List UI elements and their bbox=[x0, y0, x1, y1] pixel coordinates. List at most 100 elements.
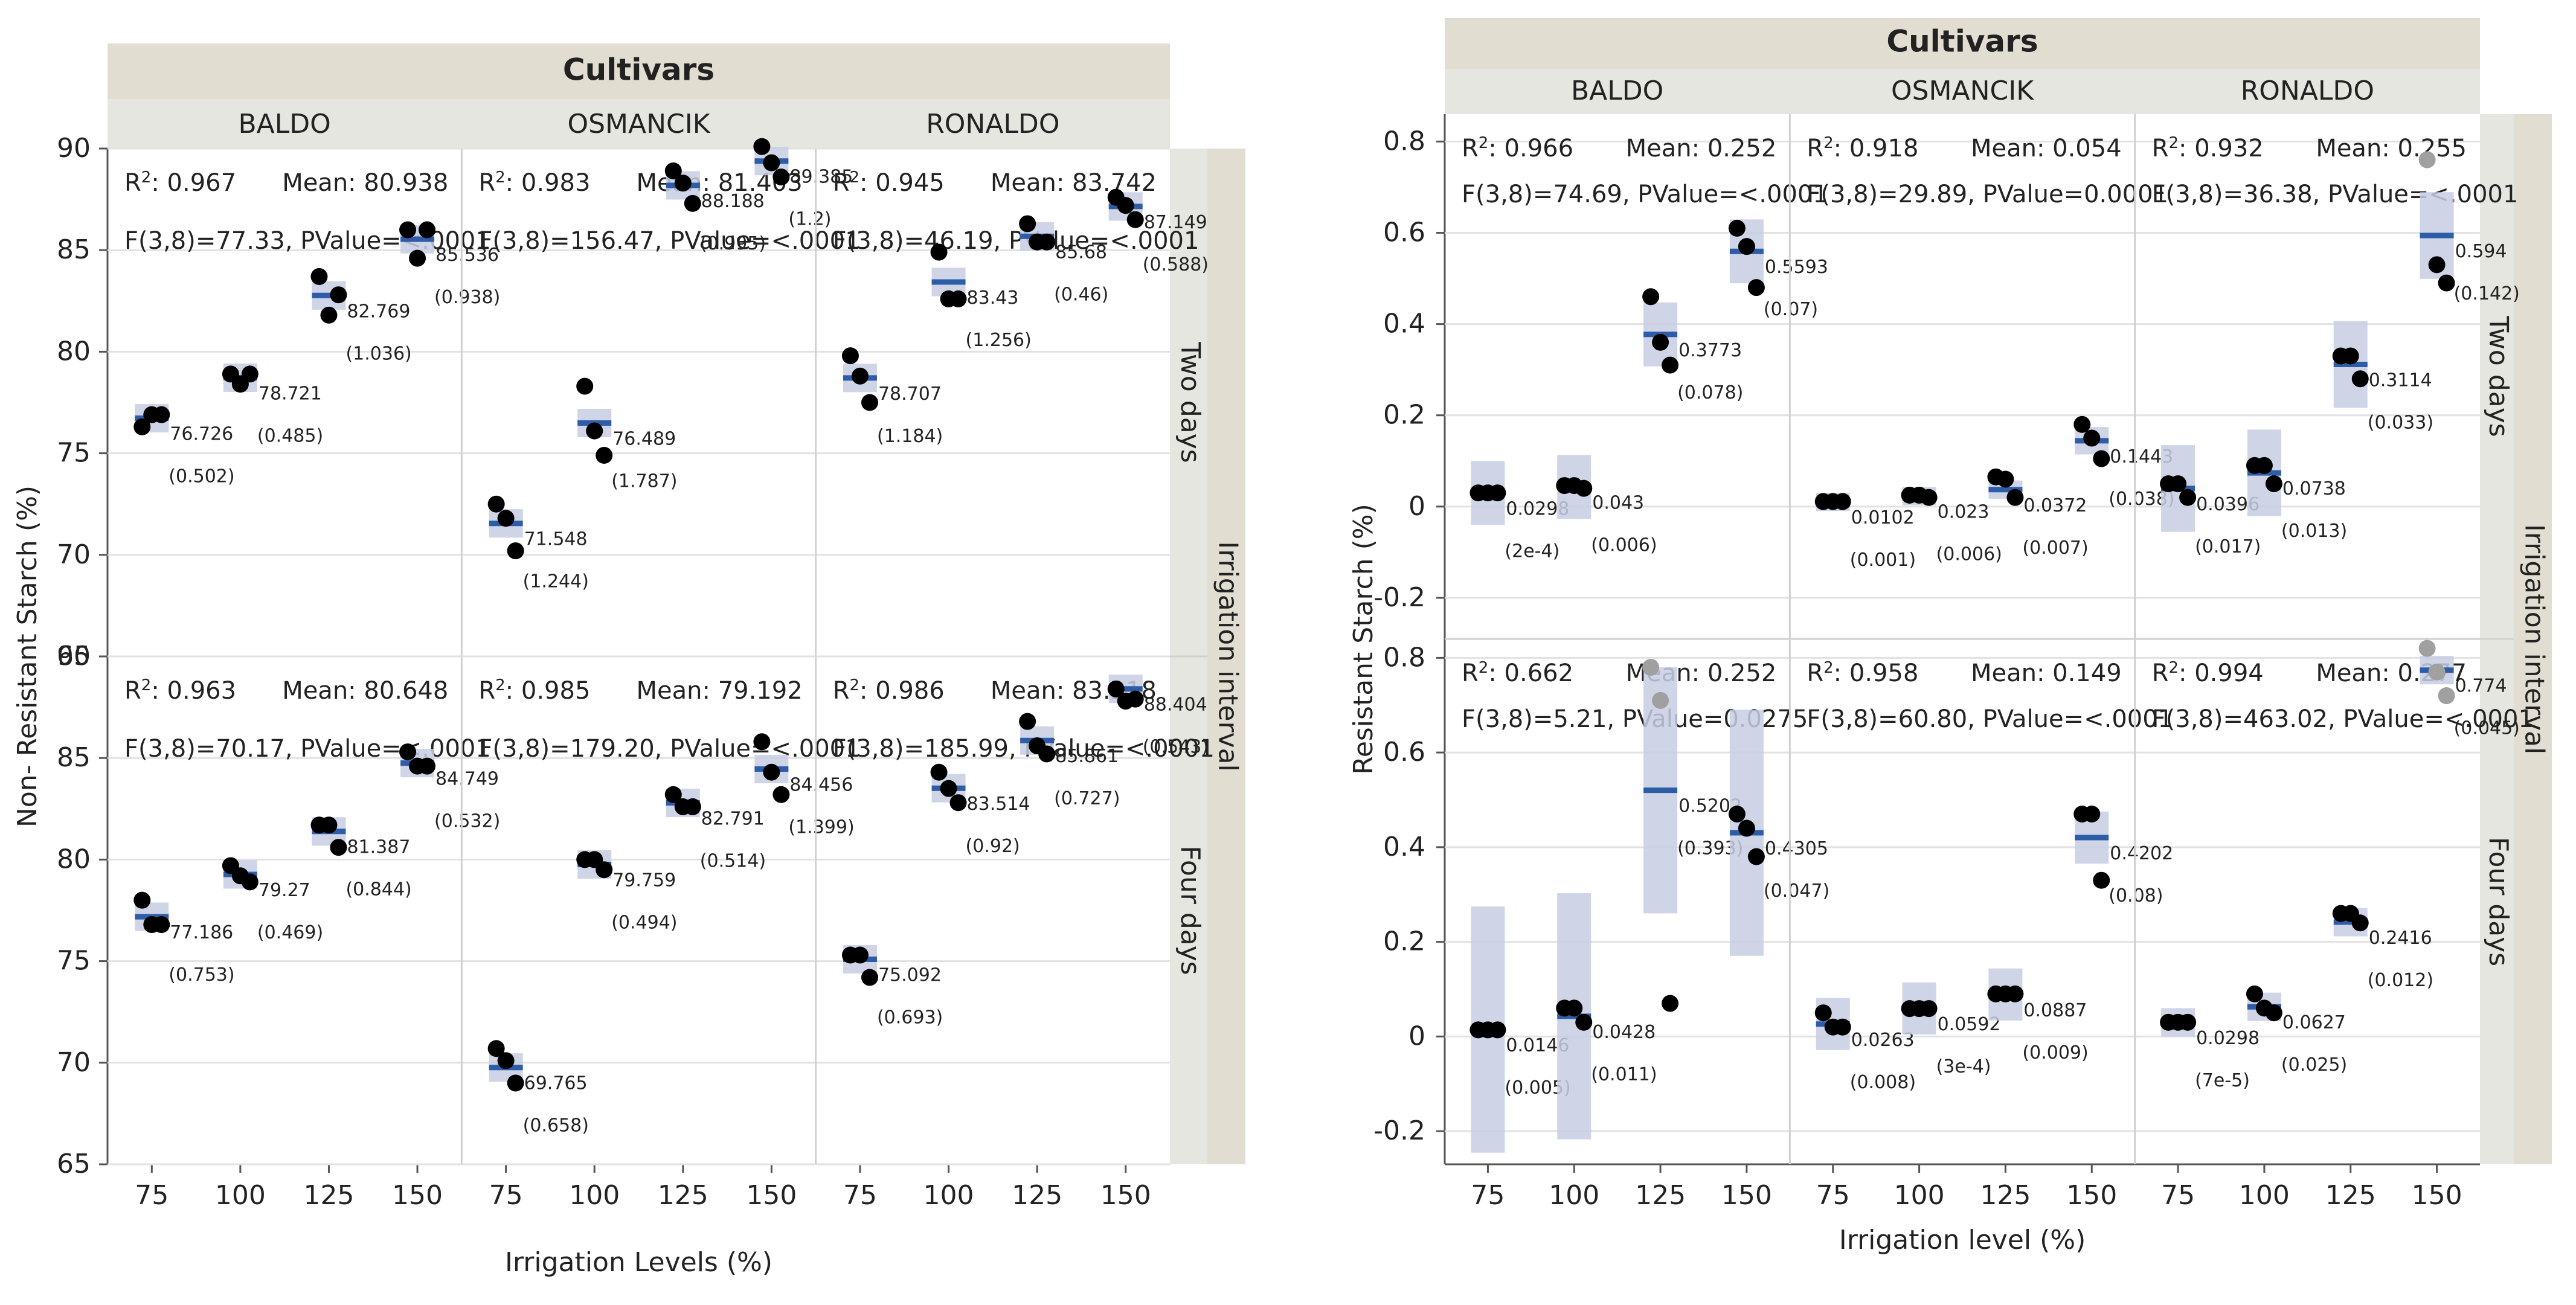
data-point bbox=[2265, 475, 2282, 493]
y-tick-label: -0.2 bbox=[1373, 582, 1425, 613]
data-point bbox=[1575, 479, 1593, 497]
mean-value-label: 82.791 bbox=[701, 809, 765, 830]
r2-suffix: : bbox=[2179, 659, 2194, 687]
data-point bbox=[1126, 211, 1144, 228]
r2-value: 0.983 bbox=[521, 169, 591, 197]
r2-value: 0.945 bbox=[875, 169, 945, 197]
se-label: (0.07) bbox=[1764, 299, 1818, 320]
data-point bbox=[153, 406, 170, 423]
se-label: (0.142) bbox=[2454, 283, 2520, 304]
se-label: (0.693) bbox=[877, 1007, 943, 1028]
data-point bbox=[664, 162, 682, 180]
interval-label-two: Two days bbox=[2483, 315, 2514, 437]
r2-sup: 2 bbox=[1479, 659, 1489, 677]
data-point bbox=[684, 798, 701, 815]
data-point bbox=[684, 194, 701, 212]
data-point bbox=[1038, 745, 1056, 763]
se-label: (2e-4) bbox=[1505, 540, 1559, 562]
se-label: (0.009) bbox=[2022, 1042, 2088, 1063]
x-tick-label: 75 bbox=[1816, 1180, 1850, 1211]
data-point bbox=[487, 1040, 505, 1057]
panel-r2: R2: 0.958 bbox=[1807, 659, 1918, 687]
data-point bbox=[763, 154, 780, 172]
r2-value: 0.967 bbox=[167, 169, 237, 197]
mean-value-label: 0.0887 bbox=[2023, 1000, 2087, 1021]
panel-ronaldo-two: R2: 0.945 Mean: 83.742 F(3,8)=46.19, PValu… bbox=[815, 149, 1209, 656]
data-point bbox=[596, 446, 613, 464]
y-tick-label: 70 bbox=[57, 1047, 91, 1078]
r2-sup: 2 bbox=[2168, 659, 2179, 677]
se-label: (0.502) bbox=[169, 466, 234, 487]
cultivar-label-baldo: BALDO bbox=[239, 109, 331, 139]
se-label: (0.727) bbox=[1054, 788, 1120, 809]
panel-f-stat: F(3,8)=70.17, PValue=<.0001 bbox=[124, 735, 491, 763]
mean-value-label: 84.456 bbox=[789, 775, 853, 796]
data-point bbox=[1575, 1013, 1593, 1031]
data-point bbox=[419, 757, 436, 775]
data-point bbox=[2265, 1004, 2282, 1022]
se-label: (0.92) bbox=[966, 836, 1020, 857]
r2-prefix: R bbox=[478, 677, 495, 705]
data-point bbox=[133, 891, 151, 909]
y-tick-label: 0.4 bbox=[1383, 832, 1425, 862]
panel-f-stat: F(3,8)=60.80, PValue=<.0001 bbox=[1807, 705, 2173, 733]
panel-r2: R2: 0.918 bbox=[1807, 134, 1918, 162]
mean-value-label: 0.3773 bbox=[1678, 340, 1742, 361]
panel-r2: R2: 0.662 bbox=[1462, 659, 1573, 687]
panel-mean: Mean: 0.252 bbox=[1626, 135, 1777, 162]
data-point bbox=[2342, 347, 2359, 365]
r2-prefix: R bbox=[2152, 135, 2169, 162]
chart-title: Cultivars bbox=[1886, 24, 2038, 59]
mean-value-label: 76.489 bbox=[612, 429, 676, 450]
x-tick-label: 100 bbox=[923, 1180, 974, 1211]
panel-f-stat: F(3,8)=46.19, PValue=<.0001 bbox=[833, 227, 1200, 255]
r2-prefix: R bbox=[478, 169, 495, 197]
r2-suffix: : bbox=[859, 169, 875, 197]
x-axis-label: Irrigation Levels (%) bbox=[505, 1247, 772, 1278]
mean-value-label: 0.0298 bbox=[2196, 1028, 2260, 1049]
se-label: (0.658) bbox=[523, 1115, 589, 1137]
se-label: (0.013) bbox=[2281, 521, 2347, 542]
panel-mean: Mean: 0.054 bbox=[1971, 135, 2122, 162]
mean-value-label: 78.721 bbox=[259, 383, 322, 404]
data-point bbox=[497, 510, 515, 527]
cultivar-label-osmancik: OSMANCIK bbox=[567, 109, 710, 139]
se-label: (3e-4) bbox=[1936, 1056, 1991, 1077]
data-point bbox=[1642, 659, 1660, 676]
data-point bbox=[2179, 1013, 2197, 1031]
mean-value-label: 0.2416 bbox=[2369, 928, 2432, 949]
data-point bbox=[1652, 691, 1669, 709]
r2-prefix: R bbox=[1462, 659, 1479, 687]
r2-value: 0.918 bbox=[1849, 135, 1919, 162]
mean-value-label: 79.759 bbox=[612, 870, 676, 891]
chart-1: Cultivars BALDO OSMANCIK RONALDO Two days Fou… bbox=[12, 43, 1245, 1278]
mean-value-label: 83.514 bbox=[967, 794, 1030, 815]
se-label: (0.008) bbox=[1850, 1072, 1916, 1093]
panel-mean: Mean: 0.149 bbox=[1971, 659, 2122, 687]
y-tick-label: 0 bbox=[1408, 491, 1425, 522]
se-label: (0.006) bbox=[1591, 534, 1657, 556]
data-point bbox=[399, 743, 417, 761]
data-point bbox=[1920, 1000, 1938, 1018]
panel-mean: Mean: 79.192 bbox=[637, 677, 803, 705]
data-point bbox=[320, 306, 338, 324]
data-point bbox=[753, 733, 771, 751]
x-tick-label: 150 bbox=[1100, 1180, 1151, 1211]
data-point bbox=[1834, 1018, 1851, 1036]
mean-value-label: 82.769 bbox=[347, 301, 410, 322]
se-label: (1.256) bbox=[966, 330, 1032, 351]
mean-value-label: 79.27 bbox=[259, 880, 310, 901]
data-point bbox=[2170, 475, 2187, 493]
panel-f-stat: F(3,8)=29.89, PValue=0.0001 bbox=[1807, 181, 2168, 208]
data-point bbox=[586, 422, 603, 440]
data-point bbox=[576, 377, 594, 395]
panel-mean: Mean: 80.648 bbox=[282, 677, 448, 705]
r2-suffix: : bbox=[1488, 659, 1504, 687]
data-point bbox=[930, 243, 948, 261]
x-tick-label: 100 bbox=[569, 1180, 620, 1211]
r2-sup: 2 bbox=[849, 676, 859, 694]
